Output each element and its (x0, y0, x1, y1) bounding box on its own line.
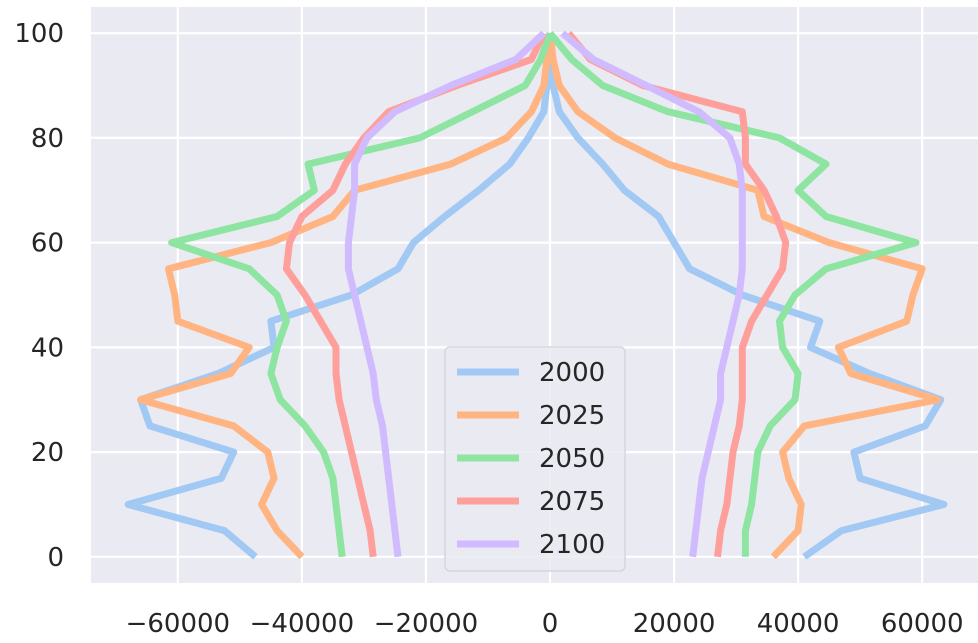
x-tick-label: 40000 (757, 609, 840, 639)
legend-label-2000: 2000 (539, 358, 605, 388)
legend-label-2100: 2100 (539, 530, 605, 560)
series-lines (124, 30, 948, 560)
legend-box (444, 346, 626, 572)
legend: 2000 2025 2050 2075 2100 (444, 346, 626, 572)
y-tick-label: 80 (31, 124, 64, 154)
x-tick-label: 0 (542, 609, 559, 639)
y-axis-tick-labels: 0 20 40 60 80 100 (14, 19, 64, 573)
x-tick-label: −40000 (250, 609, 355, 639)
y-tick-label: 20 (31, 438, 64, 468)
series-line-2100-right (560, 30, 746, 558)
y-tick-label: 100 (14, 19, 64, 49)
y-tick-label: 40 (31, 333, 64, 363)
x-tick-label: −20000 (374, 609, 479, 639)
x-tick-label: −60000 (126, 609, 231, 639)
y-tick-label: 60 (31, 229, 64, 259)
series-line-2025-left (137, 32, 554, 560)
series-line-2050-left (168, 32, 554, 558)
legend-label-2050: 2050 (539, 444, 605, 474)
series-line-2100-left (344, 30, 547, 558)
y-tick-label: 0 (47, 543, 64, 573)
x-axis-tick-labels: −60000 −40000 −20000 0 20000 40000 60000 (126, 609, 964, 639)
series-line-2025-right (546, 32, 942, 560)
x-tick-label: 20000 (633, 609, 716, 639)
series-line-2075-left (282, 31, 547, 558)
legend-label-2025: 2025 (539, 401, 605, 431)
legend-label-2075: 2075 (539, 487, 605, 517)
series-line-2075-right (565, 30, 790, 558)
x-tick-label: 60000 (881, 609, 964, 639)
